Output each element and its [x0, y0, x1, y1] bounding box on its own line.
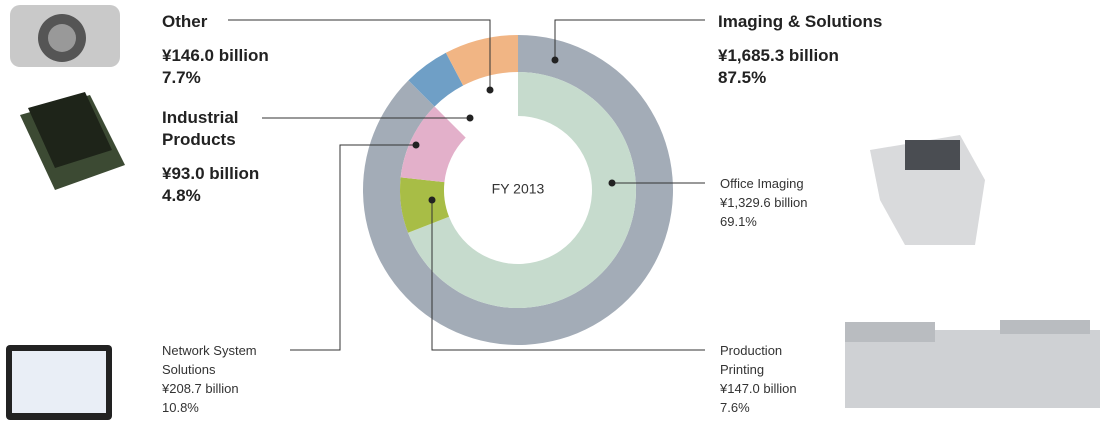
segment-label: Other ¥146.0 billion 7.7%	[162, 11, 362, 89]
category-name: Industrial Products	[162, 108, 239, 149]
percent-label: 7.7%	[162, 68, 201, 87]
leader-dot	[551, 56, 559, 64]
leader-dot	[428, 196, 436, 204]
donut-segment	[400, 106, 466, 183]
leader-dot	[412, 141, 420, 149]
leader-line	[554, 19, 705, 60]
segment-label: Network System Solutions ¥208.7 billion 10…	[162, 341, 282, 417]
category-name: Office Imaging	[720, 176, 804, 191]
segment-label: Production Printing ¥147.0 billion 7.6%	[720, 341, 805, 417]
donut-segment	[445, 35, 518, 86]
amount-label: ¥93.0 billion	[162, 164, 260, 183]
leader-dot	[466, 114, 474, 122]
donut-segment	[408, 72, 636, 308]
amount-label: ¥1,329.6 billion	[720, 195, 808, 210]
category-name: Network System Solutions	[162, 343, 257, 377]
amount-label: ¥1,685.3 billion	[718, 46, 839, 65]
category-name: Other	[162, 12, 208, 31]
amount-label: ¥208.7 billion	[162, 381, 239, 396]
product-photo	[6, 345, 112, 420]
percent-label: 7.6%	[720, 400, 750, 415]
leader-line	[431, 200, 705, 351]
segment-label: Office Imaging ¥1,329.6 billion 69.1%	[720, 174, 870, 231]
leader-line	[228, 19, 491, 90]
product-photo	[845, 320, 1100, 408]
center-label: FY 2013	[492, 181, 545, 197]
leader-line	[290, 144, 416, 351]
product-photo	[870, 135, 985, 245]
percent-label: 69.1%	[720, 214, 757, 229]
amount-label: ¥147.0 billion	[720, 381, 797, 396]
amount-label: ¥146.0 billion	[162, 46, 269, 65]
category-name: Imaging & Solutions	[718, 12, 883, 31]
percent-label: 87.5%	[718, 68, 767, 87]
category-name: Production Printing	[720, 343, 783, 377]
donut-segment	[408, 52, 464, 107]
product-photo	[10, 5, 120, 67]
percent-label: 4.8%	[162, 186, 201, 205]
segment-label: Imaging & Solutions ¥1,685.3 billion 87.5%	[718, 11, 978, 89]
donut-segment	[400, 177, 450, 233]
leader-dot	[486, 86, 494, 94]
percent-label: 10.8%	[162, 400, 199, 415]
product-photo	[20, 92, 125, 190]
segment-label: Industrial Products ¥93.0 billion 4.8%	[162, 107, 272, 207]
leader-dot	[608, 179, 616, 187]
